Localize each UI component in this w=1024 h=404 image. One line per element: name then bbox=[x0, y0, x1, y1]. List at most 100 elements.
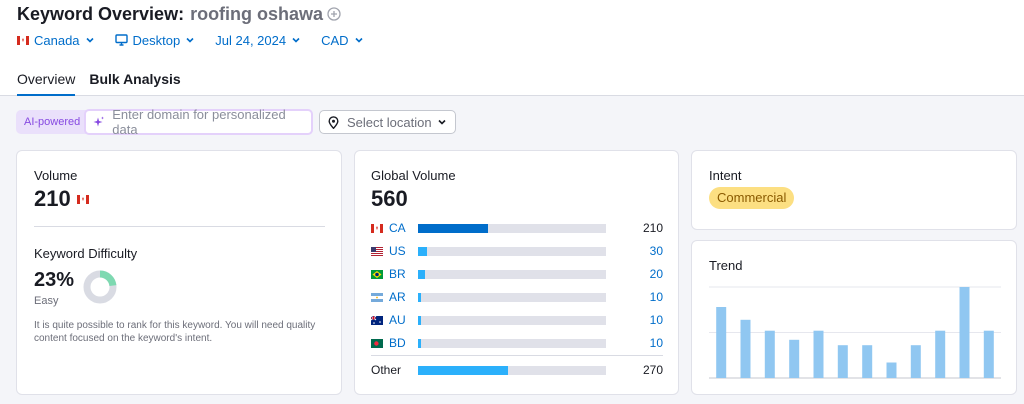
country-volume[interactable]: 10 bbox=[649, 336, 663, 350]
tab-bar: Overview Bulk Analysis bbox=[17, 68, 195, 96]
country-code[interactable]: US bbox=[371, 244, 419, 258]
volume-card: Volume 210 Keyword Difficulty 23% Easy I… bbox=[16, 150, 342, 395]
trend-bar[interactable] bbox=[959, 287, 970, 378]
country-code-label: AR bbox=[389, 290, 406, 304]
ai-powered-badge: AI-powered bbox=[16, 110, 87, 134]
kd-description: It is quite possible to rank for this ke… bbox=[34, 320, 316, 344]
kd-label: Keyword Difficulty bbox=[34, 246, 138, 261]
page-title-label: Keyword Overview: bbox=[17, 3, 185, 24]
keyword-text: roofing oshawa bbox=[190, 3, 324, 24]
volume-bar-fill bbox=[418, 316, 421, 325]
domain-input-placeholder: Enter domain for personalized data bbox=[112, 107, 286, 137]
filter-bar: Canada Desktop Jul 24, 2024 CAD bbox=[17, 31, 384, 49]
sparkle-icon bbox=[92, 116, 105, 129]
volume-bar-track bbox=[418, 270, 606, 279]
trend-bar[interactable] bbox=[837, 345, 848, 378]
australia-flag-icon bbox=[371, 315, 383, 325]
country-row-other: Other 270 bbox=[371, 363, 663, 377]
date-filter[interactable]: Jul 24, 2024 bbox=[215, 33, 301, 48]
volume-bar-track bbox=[418, 224, 606, 233]
trend-bar[interactable] bbox=[764, 330, 775, 378]
trend-bar[interactable] bbox=[910, 345, 921, 378]
argentina-flag-icon bbox=[371, 292, 383, 302]
country-code-label: CA bbox=[389, 221, 406, 235]
country-row-ar: AR 10 bbox=[371, 290, 663, 304]
desktop-icon bbox=[114, 34, 128, 46]
volume-bar-track bbox=[418, 316, 606, 325]
country-volume[interactable]: 10 bbox=[649, 313, 663, 327]
country-code[interactable]: AU bbox=[371, 313, 419, 327]
country-volume[interactable]: 10 bbox=[649, 290, 663, 304]
divider bbox=[34, 226, 325, 227]
country-code-label: BD bbox=[389, 336, 406, 350]
device-filter[interactable]: Desktop bbox=[114, 32, 196, 48]
tab-overview[interactable]: Overview bbox=[17, 68, 76, 96]
chevron-down-icon bbox=[354, 37, 363, 43]
device-label: Desktop bbox=[132, 32, 181, 48]
global-volume-value: 560 bbox=[371, 186, 408, 211]
trend-card: Trend bbox=[691, 240, 1017, 395]
other-volume: 270 bbox=[642, 363, 663, 377]
country-row-br: BR 20 bbox=[371, 267, 663, 281]
trend-bar[interactable] bbox=[935, 330, 946, 378]
location-placeholder: Select location bbox=[347, 114, 432, 130]
date-label: Jul 24, 2024 bbox=[215, 32, 287, 48]
tab-bulk-analysis[interactable]: Bulk Analysis bbox=[89, 71, 181, 87]
currency-label: CAD bbox=[321, 32, 349, 48]
volume-bar-track bbox=[418, 293, 606, 302]
us-flag-icon bbox=[371, 246, 383, 256]
trend-bar[interactable] bbox=[716, 307, 727, 378]
trend-bar[interactable] bbox=[740, 319, 751, 378]
country-filter[interactable]: Canada bbox=[17, 33, 95, 48]
trend-chart bbox=[709, 286, 1001, 379]
page-title: Keyword Overview: roofing oshawa bbox=[17, 3, 341, 25]
kd-donut-chart bbox=[83, 270, 117, 304]
trend-bar[interactable] bbox=[862, 345, 873, 378]
page-header: Keyword Overview: roofing oshawa Canada … bbox=[0, 0, 1024, 96]
trend-bar[interactable] bbox=[983, 330, 994, 378]
global-volume-card: Global Volume 560 CA 210 US 30 BR 20 AR … bbox=[354, 150, 679, 395]
trend-bar[interactable] bbox=[789, 339, 800, 378]
country-volume: 210 bbox=[642, 221, 663, 235]
country-row-bd: BD 10 bbox=[371, 336, 663, 350]
location-select[interactable]: Select location bbox=[319, 110, 456, 134]
canada-flag-icon bbox=[76, 194, 89, 204]
domain-input[interactable]: Enter domain for personalized data bbox=[84, 107, 314, 137]
country-row-us: US 30 bbox=[371, 244, 663, 258]
country-volume[interactable]: 20 bbox=[649, 267, 663, 281]
country-code[interactable]: BR bbox=[371, 267, 419, 281]
currency-filter[interactable]: CAD bbox=[321, 33, 363, 48]
country-code-label: AU bbox=[389, 313, 406, 327]
bangladesh-flag-icon bbox=[371, 338, 383, 348]
volume-bar-track bbox=[418, 366, 606, 375]
volume-label: Volume bbox=[34, 168, 78, 183]
volume-bar-fill bbox=[418, 366, 508, 375]
volume-value: 210 bbox=[34, 186, 71, 211]
country-code[interactable]: BD bbox=[371, 336, 419, 350]
country-row-ca: CA 210 bbox=[371, 221, 663, 235]
trend-bar[interactable] bbox=[813, 330, 824, 378]
country-code-label: US bbox=[389, 244, 406, 258]
volume-bar-track bbox=[418, 339, 606, 348]
country-code-label: BR bbox=[389, 267, 406, 281]
kd-level: Easy bbox=[34, 295, 59, 307]
intent-card: Intent Commercial bbox=[691, 150, 1017, 230]
add-circle-icon[interactable] bbox=[327, 7, 341, 21]
trend-bar[interactable] bbox=[886, 362, 897, 379]
volume-bar-fill bbox=[418, 270, 425, 279]
country-label: Canada bbox=[34, 32, 80, 48]
canada-flag-icon bbox=[371, 223, 383, 233]
chevron-down-icon bbox=[292, 37, 300, 43]
country-volume[interactable]: 30 bbox=[649, 244, 663, 258]
intent-badge[interactable]: Commercial bbox=[709, 187, 795, 209]
volume-bar-track bbox=[418, 247, 606, 256]
ai-domain-group: AI-powered Enter domain for personalized… bbox=[16, 107, 314, 137]
divider bbox=[371, 355, 663, 356]
country-row-au: AU 10 bbox=[371, 313, 663, 327]
intent-label: Intent bbox=[709, 168, 742, 183]
volume-bar-fill bbox=[418, 247, 427, 256]
volume-bar-fill bbox=[418, 339, 421, 348]
country-code[interactable]: CA bbox=[371, 221, 419, 235]
country-code[interactable]: AR bbox=[371, 290, 419, 304]
brazil-flag-icon bbox=[371, 269, 383, 279]
